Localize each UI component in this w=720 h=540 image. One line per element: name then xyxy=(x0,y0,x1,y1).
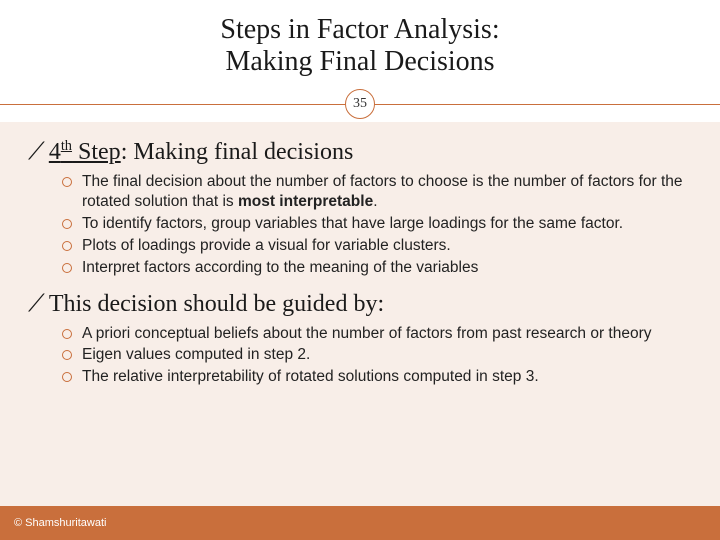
list-item: Eigen values computed in step 2. xyxy=(60,345,692,365)
step-word: Step xyxy=(72,139,121,165)
page-number-badge: 35 xyxy=(345,89,375,119)
bullet-text: Interpret factors according to the meani… xyxy=(82,259,478,276)
list-item: To identify factors, group variables tha… xyxy=(60,214,692,234)
step-number: 4 xyxy=(49,139,61,165)
bullet-text: To identify factors, group variables tha… xyxy=(82,215,623,232)
title-block: Steps in Factor Analysis: Making Final D… xyxy=(0,0,720,86)
list-item: A priori conceptual beliefs about the nu… xyxy=(60,324,692,344)
bullet-bold: most interpretable xyxy=(238,193,373,210)
section-heading-2: ⟋This decision should be guided by: xyxy=(28,290,692,318)
heading-text: This decision should be guided by: xyxy=(49,291,384,317)
heading-bullet-icon: ⟋ xyxy=(28,290,45,318)
divider: 35 xyxy=(0,86,720,122)
list-item: Interpret factors according to the meani… xyxy=(60,258,692,278)
bullet-list-2: A priori conceptual beliefs about the nu… xyxy=(60,324,692,387)
list-item: The relative interpretability of rotated… xyxy=(60,367,692,387)
bullet-text: The final decision about the number of f… xyxy=(82,173,683,210)
slide: Steps in Factor Analysis: Making Final D… xyxy=(0,0,720,540)
title-line-2: Making Final Decisions xyxy=(20,46,700,78)
bullet-list-1: The final decision about the number of f… xyxy=(60,172,692,277)
footer: © Shamshuritawati xyxy=(0,506,720,540)
heading-bullet-icon: ⟋ xyxy=(28,138,45,166)
body: ⟋4th Step: Making final decisions The fi… xyxy=(0,122,720,506)
bullet-text: A priori conceptual beliefs about the nu… xyxy=(82,325,652,342)
title-line-1: Steps in Factor Analysis: xyxy=(20,14,700,46)
step-label: 4th Step xyxy=(49,139,121,165)
section-heading-1: ⟋4th Step: Making final decisions xyxy=(28,138,692,166)
copyright: © Shamshuritawati xyxy=(14,517,106,529)
heading-rest: : Making final decisions xyxy=(121,139,354,165)
step-ordinal: th xyxy=(61,138,72,154)
bullet-text: Plots of loadings provide a visual for v… xyxy=(82,237,451,254)
bullet-post: . xyxy=(373,193,377,210)
list-item: Plots of loadings provide a visual for v… xyxy=(60,236,692,256)
bullet-text: The relative interpretability of rotated… xyxy=(82,368,539,385)
bullet-text: Eigen values computed in step 2. xyxy=(82,346,310,363)
list-item: The final decision about the number of f… xyxy=(60,172,692,212)
